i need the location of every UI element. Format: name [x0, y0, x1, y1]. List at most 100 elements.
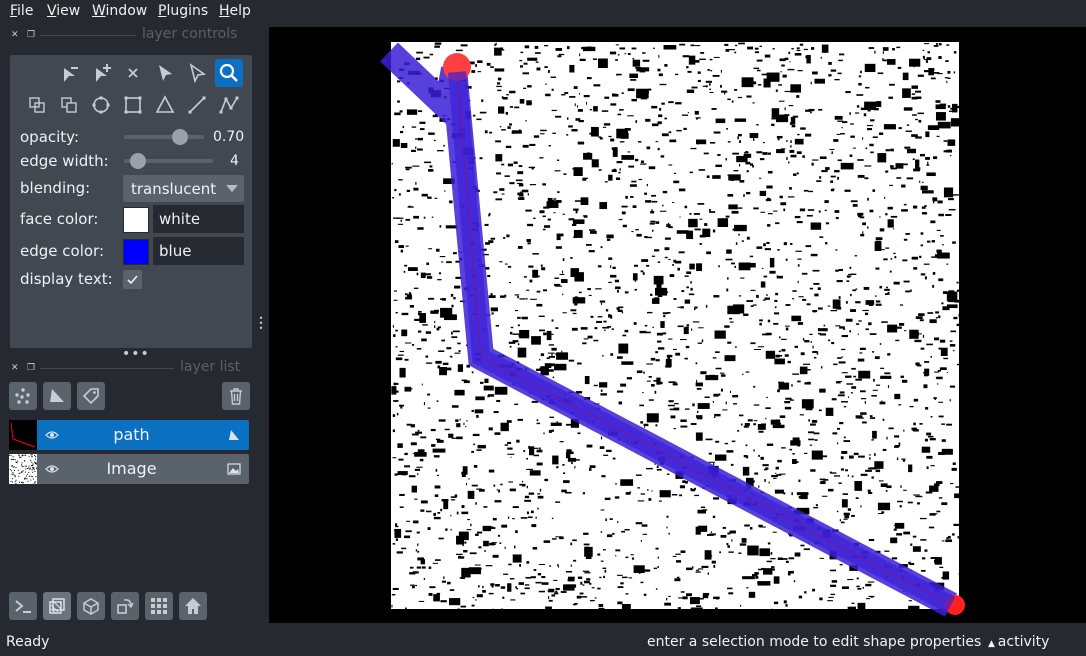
image-pixel-cluster	[632, 58, 635, 60]
eye-icon[interactable]	[45, 428, 59, 442]
eye-icon[interactable]	[45, 462, 59, 476]
image-pixel-cluster	[394, 473, 398, 476]
add-line-button[interactable]	[183, 91, 211, 119]
new-shapes-layer-button[interactable]	[43, 382, 71, 410]
face-color-swatch[interactable]	[123, 207, 149, 233]
image-pixel-cluster	[466, 420, 468, 422]
transpose-button[interactable]	[111, 592, 139, 620]
path-shape[interactable]	[380, 42, 965, 617]
image-pixel-cluster	[648, 399, 654, 401]
remove-vertex-button[interactable]	[55, 59, 83, 87]
image-pixel-cluster	[544, 44, 549, 47]
opacity-slider[interactable]	[124, 135, 204, 139]
zoom-pan-button[interactable]	[215, 59, 243, 87]
layer-row-path[interactable]: path	[9, 420, 249, 450]
image-pixel-cluster	[653, 567, 657, 570]
image-pixel-cluster	[761, 73, 768, 76]
menu-help[interactable]: Help	[219, 3, 251, 19]
image-pixel-cluster	[860, 473, 868, 476]
image-pixel-cluster	[725, 49, 730, 52]
image-pixel-cluster	[513, 161, 518, 164]
close-dock-icon[interactable]: ✕	[11, 30, 19, 40]
image-pixel-cluster	[625, 556, 629, 559]
image-pixel-cluster	[728, 204, 738, 210]
move-back-button[interactable]	[23, 91, 51, 119]
edge-color-swatch[interactable]	[123, 239, 149, 265]
image-pixel-cluster	[475, 502, 477, 505]
new-labels-layer-button[interactable]	[77, 382, 105, 410]
image-pixel-cluster	[548, 596, 550, 600]
select-shapes-button[interactable]	[151, 59, 179, 87]
display-text-checkbox[interactable]	[123, 270, 142, 289]
image-pixel-cluster	[786, 157, 788, 160]
image-pixel-cluster	[589, 582, 592, 585]
thumbnail-pixel	[30, 479, 32, 481]
menu-plugins[interactable]: Plugins	[158, 3, 209, 19]
image-pixel-cluster	[434, 320, 436, 324]
dock-splitter-handle[interactable]: •••	[122, 346, 150, 362]
image-pixel-cluster	[495, 154, 503, 162]
edge-width-slider-handle[interactable]	[130, 153, 147, 169]
image-pixel-cluster	[651, 200, 658, 203]
reset-view-button[interactable]	[179, 592, 207, 620]
image-pixel-cluster	[655, 359, 660, 362]
roll-dims-button[interactable]	[77, 592, 105, 620]
add-path-button[interactable]	[215, 91, 243, 119]
edge-color-field[interactable]: blue	[153, 237, 244, 265]
image-pixel-cluster	[888, 328, 890, 330]
layer-row-image[interactable]: Image	[9, 454, 249, 484]
edge-width-slider[interactable]	[124, 159, 213, 163]
delete-shape-button[interactable]	[119, 59, 147, 87]
thumbnail-pixel	[21, 471, 23, 473]
image-pixel-cluster	[505, 111, 509, 115]
image-pixel-cluster	[401, 312, 409, 316]
image-pixel-cluster	[680, 550, 686, 553]
new-points-layer-button[interactable]	[9, 382, 37, 410]
grid-view-button[interactable]	[145, 592, 173, 620]
menu-view[interactable]: View	[47, 3, 81, 19]
move-front-button[interactable]	[55, 91, 83, 119]
viewer-canvas[interactable]	[269, 27, 1086, 623]
blending-dropdown[interactable]: translucent	[123, 175, 244, 202]
image-pixel-cluster	[396, 551, 403, 554]
add-vertex-button[interactable]	[87, 59, 115, 87]
thumbnail-pixel	[15, 482, 17, 484]
float-dock-icon[interactable]: ❐	[27, 363, 36, 373]
image-pixel-cluster	[515, 179, 523, 182]
image-pixel-cluster	[815, 504, 818, 507]
image-pixel-cluster	[726, 450, 734, 453]
console-button[interactable]	[9, 592, 37, 620]
menu-window[interactable]: Window	[92, 3, 148, 19]
float-dock-icon[interactable]: ❐	[27, 30, 36, 40]
image-pixel-cluster	[582, 177, 589, 179]
menu-file[interactable]: File	[10, 3, 34, 19]
delete-layer-button[interactable]	[222, 382, 250, 410]
image-pixel-cluster	[761, 267, 764, 269]
image-pixel-cluster	[516, 439, 520, 443]
image-pixel-cluster	[668, 595, 671, 598]
image-pixel-cluster	[571, 461, 573, 465]
canvas-splitter-handle[interactable]: • • •	[258, 314, 264, 333]
image-pixel-cluster	[624, 291, 629, 294]
add-polygon-button[interactable]	[151, 91, 179, 119]
image-pixel-cluster	[651, 209, 653, 212]
toggle-ndisplay-button[interactable]	[43, 592, 71, 620]
add-rectangle-button[interactable]	[119, 91, 147, 119]
close-dock-icon[interactable]: ✕	[11, 363, 19, 373]
image-pixel-cluster	[797, 69, 803, 72]
image-pixel-cluster	[936, 249, 942, 253]
image-pixel-cluster	[468, 478, 470, 480]
image-pixel-cluster	[927, 240, 931, 243]
direct-select-button[interactable]	[183, 59, 211, 87]
image-pixel-cluster	[713, 295, 720, 298]
image-pixel-cluster	[833, 139, 839, 142]
image-pixel-cluster	[754, 472, 759, 475]
add-ellipse-button[interactable]	[87, 91, 115, 119]
face-color-field[interactable]: white	[153, 205, 244, 233]
image-pixel-cluster	[884, 372, 891, 375]
opacity-slider-handle[interactable]	[172, 129, 188, 145]
image-pixel-cluster	[406, 109, 418, 115]
activity-button[interactable]: ▲ activity	[988, 634, 1049, 650]
image-pixel-cluster	[766, 294, 768, 296]
image-pixel-cluster	[757, 568, 763, 571]
